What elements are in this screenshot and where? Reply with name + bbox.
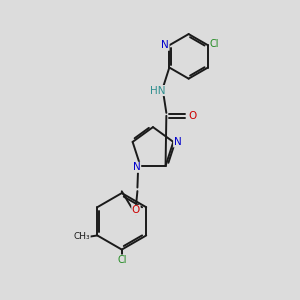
Text: N: N [174, 137, 182, 147]
Text: N: N [161, 40, 169, 50]
Text: O: O [132, 206, 140, 215]
Text: Cl: Cl [117, 255, 127, 265]
Text: CH₃: CH₃ [74, 232, 90, 242]
Text: N: N [133, 162, 141, 172]
Text: O: O [189, 111, 197, 121]
Text: HN: HN [150, 85, 165, 96]
Text: Cl: Cl [210, 39, 219, 49]
